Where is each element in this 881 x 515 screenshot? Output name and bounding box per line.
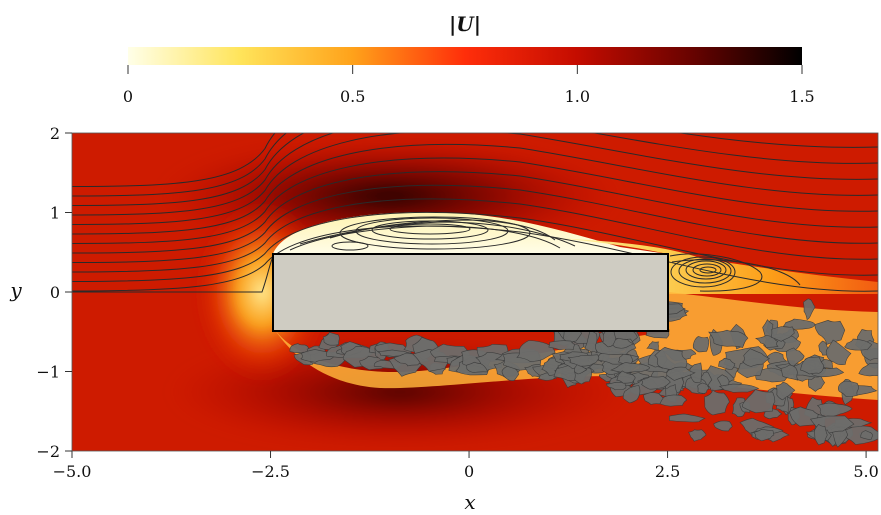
vortex-tube — [837, 380, 859, 397]
colorbar-tick-label: 0.5 — [340, 87, 365, 106]
streamline — [72, 157, 878, 244]
vortex-tube — [584, 328, 598, 354]
rectangular-body — [272, 253, 669, 332]
vortex-tube — [713, 420, 733, 432]
vortex-tube — [718, 357, 736, 370]
colorbar-tick-label: 0 — [123, 87, 133, 106]
vortex-tube — [825, 339, 852, 366]
vortex-tube — [780, 364, 799, 381]
x-tick-label: 0 — [464, 462, 474, 481]
vortex-tube — [800, 356, 825, 375]
vortex-tube — [718, 383, 760, 393]
streamline — [72, 133, 878, 216]
streamline — [72, 184, 878, 263]
streamline — [72, 212, 878, 282]
streamline — [72, 133, 288, 197]
y-tick-label: 0 — [50, 283, 60, 302]
x-axis-ticks: −5.0 −2.5 0 2.5 5.0 — [53, 451, 879, 481]
vortex-tube — [643, 392, 664, 405]
streamline — [72, 133, 878, 225]
vortex-tube — [697, 382, 710, 394]
vortex-tube — [615, 370, 636, 384]
x-axis-label: x — [464, 490, 475, 514]
recirculation-bubble-upper — [289, 216, 576, 251]
vortical-iso-surfaces — [289, 298, 878, 448]
vortex-tube — [785, 347, 805, 367]
x-tick-label: −5.0 — [53, 462, 92, 481]
vortex-tube — [844, 338, 873, 351]
colorbar-ticks: 0 0.5 1.0 1.5 — [123, 65, 815, 106]
streamline — [72, 133, 276, 187]
colorbar-tick-label: 1.5 — [789, 87, 814, 106]
vortex-tube — [668, 413, 706, 423]
vortex-tube — [782, 318, 816, 330]
vortex-tube — [814, 424, 828, 446]
vortex-tube — [770, 326, 795, 342]
vortex-tube — [610, 362, 651, 374]
x-tick-label: −2.5 — [251, 462, 290, 481]
x-tick-label: 2.5 — [655, 462, 680, 481]
vortex-tube — [860, 430, 873, 440]
streamline — [72, 171, 878, 254]
y-tick-label: 2 — [50, 124, 60, 143]
y-axis-ticks: −2 −1 0 1 2 — [36, 124, 72, 461]
vortex-tube — [752, 428, 775, 442]
vortex-tube — [708, 329, 749, 348]
vortex-tube — [567, 354, 600, 367]
vortex-tube — [742, 348, 771, 367]
y-axis-label: y — [9, 278, 22, 302]
streamline — [72, 143, 878, 235]
colorbar — [128, 47, 802, 65]
vortex-tube — [858, 362, 878, 377]
vortex-tube — [666, 366, 696, 381]
y-tick-label: −1 — [36, 363, 60, 382]
vortex-tube — [741, 389, 776, 414]
vortex-tube — [640, 376, 671, 390]
vortex-tube — [775, 381, 796, 401]
vortex-tube — [688, 429, 707, 442]
plot-area — [72, 133, 878, 451]
x-tick-label: 5.0 — [853, 462, 878, 481]
vortex-tube — [692, 336, 710, 353]
vortex-tube — [816, 402, 853, 419]
colorbar-tick-label: 1.0 — [565, 87, 590, 106]
streamline — [72, 198, 878, 273]
vortex-tube — [548, 340, 576, 351]
wake-vortex — [669, 253, 801, 292]
vortex-tube — [803, 298, 816, 320]
colorbar-title: |U| — [449, 12, 481, 36]
vortex-tube — [814, 319, 846, 345]
vortex-tube — [622, 385, 641, 404]
vortex-tube — [646, 341, 660, 351]
vortex-tube — [322, 332, 340, 346]
vortex-tube — [516, 340, 556, 362]
vortex-tube — [704, 389, 730, 416]
y-tick-label: −2 — [36, 442, 60, 461]
streamline — [72, 133, 878, 206]
y-tick-label: 1 — [50, 204, 60, 223]
